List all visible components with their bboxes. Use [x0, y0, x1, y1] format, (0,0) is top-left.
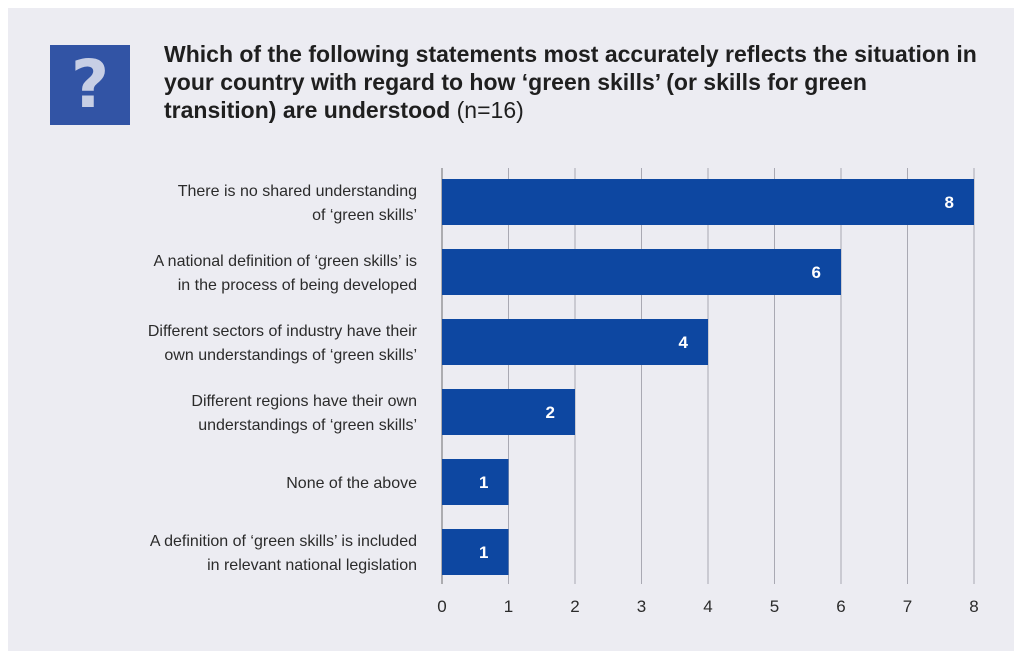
data-label: 8 [945, 193, 954, 212]
bar [442, 389, 575, 435]
data-label: 4 [679, 333, 689, 352]
data-label: 1 [479, 543, 488, 562]
data-label: 2 [546, 403, 555, 422]
question-mark-icon: ? [50, 45, 130, 125]
bar [442, 459, 509, 505]
x-tick-label: 0 [437, 597, 446, 616]
bar [442, 319, 708, 365]
data-label: 6 [812, 263, 821, 282]
x-tick-label: 3 [637, 597, 646, 616]
bar [442, 179, 974, 225]
data-label: 1 [479, 473, 488, 492]
category-label: A national definition of ‘green skills’ … [153, 253, 417, 270]
x-tick-label: 8 [969, 597, 978, 616]
category-label: Different regions have their own [191, 393, 417, 410]
category-label: There is no shared understanding [178, 183, 417, 200]
category-label: None of the above [286, 475, 417, 492]
x-tick-label: 4 [703, 597, 712, 616]
question-text: Which of the following statements most a… [164, 41, 977, 123]
category-label: A definition of ‘green skills’ is includ… [150, 533, 417, 550]
x-tick-label: 6 [836, 597, 845, 616]
x-tick-label: 2 [570, 597, 579, 616]
category-label: own understandings of ‘green skills’ [164, 347, 417, 364]
category-label: understandings of ‘green skills’ [198, 417, 417, 434]
category-label: of ‘green skills’ [312, 207, 417, 224]
category-label: in the process of being developed [178, 277, 417, 294]
x-tick-label: 5 [770, 597, 779, 616]
chart-title: Which of the following statements most a… [164, 40, 984, 124]
bar [442, 529, 509, 575]
x-tick-label: 1 [504, 597, 513, 616]
bar [442, 249, 841, 295]
sample-size: (n=16) [456, 97, 524, 123]
x-tick-label: 7 [903, 597, 912, 616]
category-label: Different sectors of industry have their [148, 323, 418, 340]
category-label: in relevant national legislation [207, 557, 417, 574]
